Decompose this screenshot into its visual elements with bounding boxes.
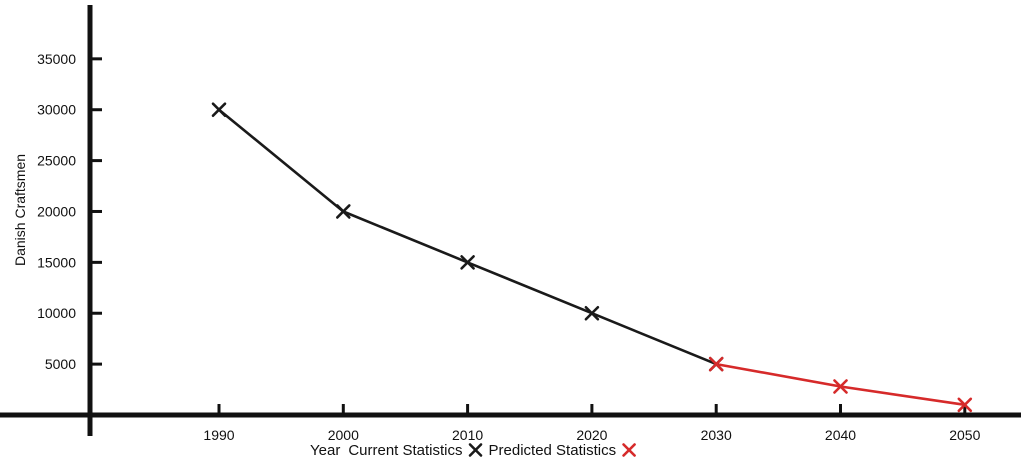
y-tick-label: 20000 (37, 203, 76, 219)
y-axis-title: Danish Craftsmen (12, 154, 28, 266)
x-tick-label: 1990 (203, 427, 234, 443)
x-tick-label: 2010 (452, 427, 483, 443)
data-point-s0-3 (584, 305, 600, 321)
data-point-s1-0 (708, 356, 724, 372)
y-tick-label: 5000 (45, 356, 76, 372)
data-point-s0-1 (335, 204, 351, 219)
y-tick-label: 10000 (37, 305, 76, 321)
legend-current-x-stroke-b (468, 443, 483, 457)
data-point-s1-1 (833, 379, 848, 394)
series-points (211, 102, 973, 413)
data-point-s0-0-stroke-b (211, 102, 227, 118)
y-tick-label: 15000 (37, 254, 76, 270)
y-tick-label: 30000 (37, 102, 76, 118)
x-tick-label: 2030 (701, 427, 732, 443)
series-lines (218, 108, 965, 407)
data-point-s0-0 (211, 102, 227, 118)
x-tick-label: 2050 (949, 427, 980, 443)
data-point-s1-0-stroke-b (708, 356, 724, 372)
x-tick-label: 2040 (825, 427, 856, 443)
data-point-s1-2 (957, 397, 973, 413)
chart-axes (0, 5, 1021, 436)
y-tick-label: 25000 (37, 153, 76, 169)
series-line-1 (715, 362, 965, 407)
data-point-s1-2-stroke-b (957, 397, 973, 413)
x-tick-group: 1990 2000 2010 2020 2030 2040 2050 (203, 404, 981, 443)
series-line-0 (218, 108, 717, 366)
x-axis-title: Year (310, 442, 340, 459)
y-tick-label: 35000 (37, 51, 76, 67)
y-tick-group: 5000 10000 15000 20000 25000 30000 35000 (37, 51, 102, 372)
legend-predicted-x (622, 443, 636, 457)
data-point-s1-1-stroke-b (833, 379, 848, 394)
x-tick-label: 2020 (576, 427, 607, 443)
data-point-s0-2 (460, 255, 475, 270)
legend: Year Current Statistics Predicted Statis… (310, 442, 636, 459)
legend-predicted-label: Predicted Statistics (489, 442, 617, 459)
legend-current-x (468, 443, 483, 457)
data-point-s0-1-stroke-b (335, 204, 351, 219)
legend-current-marker (468, 443, 483, 457)
data-point-s0-2-stroke-b (460, 255, 475, 270)
data-point-s0-3-stroke-b (584, 305, 600, 321)
x-tick-label: 2000 (328, 427, 359, 443)
legend-predicted-x-stroke-b (622, 443, 636, 457)
legend-current-label: Current Statistics (348, 442, 462, 459)
legend-predicted-marker (622, 443, 636, 457)
